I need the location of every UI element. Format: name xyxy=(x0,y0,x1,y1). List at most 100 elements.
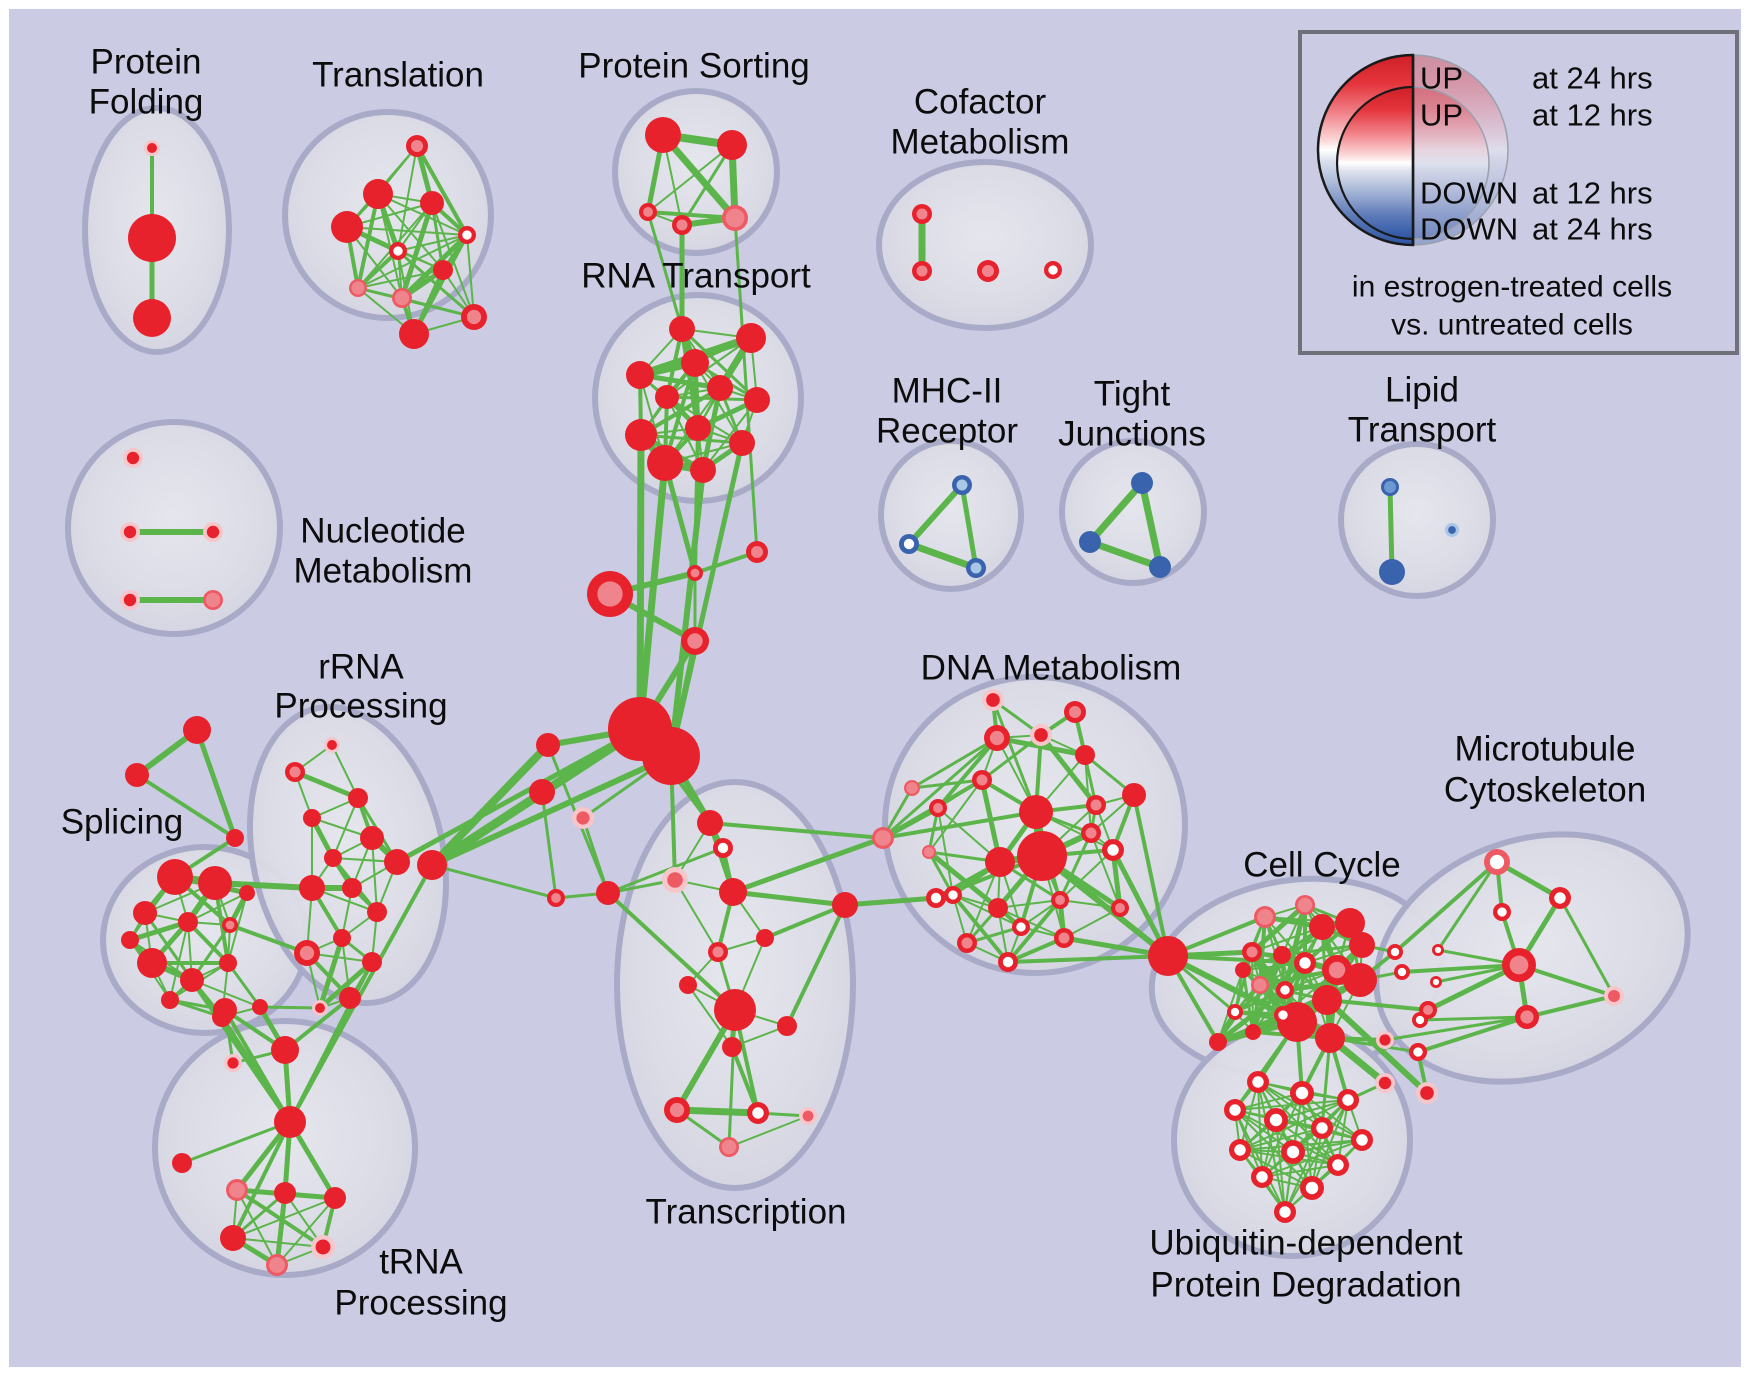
cluster-nucleotide-metabolism xyxy=(65,419,283,637)
edge xyxy=(1387,484,1395,575)
node-core-mt6 xyxy=(1432,978,1440,986)
node-core-dm15 xyxy=(923,846,935,858)
node-core-ub12 xyxy=(1305,1181,1319,1195)
node-core-cm1 xyxy=(1390,947,1400,957)
node-t7 xyxy=(274,1182,296,1204)
edge xyxy=(226,961,262,1009)
node-tx7 xyxy=(756,929,774,947)
node-core-cA xyxy=(690,568,700,578)
node-rt5 xyxy=(655,385,679,409)
edge xyxy=(397,234,468,252)
cluster-label-rrna-processing-line2: Processing xyxy=(274,687,447,726)
edge xyxy=(1325,998,1430,1012)
edge xyxy=(187,892,248,923)
cluster-label-tight-junctions-line1: Tight xyxy=(1094,375,1171,414)
node-dm17 xyxy=(988,898,1008,918)
node-core-dm23 xyxy=(1115,903,1125,913)
node-core-cD xyxy=(687,633,703,649)
edge xyxy=(135,773,237,840)
cluster-label-mhc-ii-receptor-line1: MHC-II xyxy=(892,372,1003,411)
node-core-ub13 xyxy=(1279,1206,1291,1218)
node-dmHub xyxy=(1148,936,1188,976)
cluster-label-dna-metabolism-line1: DNA Metabolism xyxy=(921,649,1182,688)
edge xyxy=(936,736,999,810)
node-core-r12 xyxy=(299,945,315,961)
node-s1 xyxy=(157,859,193,895)
node-core-cf1 xyxy=(916,208,928,220)
node-core-dm3 xyxy=(989,730,1005,746)
edge xyxy=(926,849,1001,911)
node-r13 xyxy=(362,952,382,972)
node-s6 xyxy=(137,948,167,978)
node-core-dm18 xyxy=(1055,895,1065,905)
node-core-cc16 xyxy=(1230,1007,1240,1017)
edge xyxy=(223,1008,292,1124)
node-tl4 xyxy=(331,211,363,243)
node-core-nu1 xyxy=(126,451,140,465)
cluster-label-protein-folding-line2: Folding xyxy=(89,83,204,122)
edge xyxy=(357,234,468,289)
edge xyxy=(673,1106,762,1117)
edge xyxy=(228,923,309,955)
edge xyxy=(1239,1149,1313,1189)
edge xyxy=(1090,832,1121,909)
node-tx10 xyxy=(714,989,756,1031)
cluster-label-cofactor-metabolism-line2: Metabolism xyxy=(891,123,1070,162)
edge xyxy=(429,753,674,868)
node-cc19 xyxy=(1235,962,1251,978)
edge xyxy=(1416,1015,1529,1054)
node-core-ps5 xyxy=(725,208,745,228)
node-core-mh3 xyxy=(970,562,982,574)
node-core-tx3 xyxy=(667,872,683,888)
edge xyxy=(1058,831,1093,902)
node-t2 xyxy=(271,1036,299,1064)
node-core-ps4 xyxy=(676,219,688,231)
node-core-mt4 xyxy=(1434,946,1442,954)
node-tx4 xyxy=(719,878,747,906)
edge xyxy=(937,807,954,896)
node-core-pf1 xyxy=(147,143,157,153)
node-core-dmW xyxy=(930,892,942,904)
edge xyxy=(1275,1119,1339,1166)
edge xyxy=(399,200,435,301)
node-cc7 xyxy=(1273,946,1291,964)
node-tx17 xyxy=(832,892,858,918)
node-r3 xyxy=(348,788,368,808)
node-core-tl1 xyxy=(410,139,424,153)
legend-note-line1: in estrogen-treated cells xyxy=(1352,271,1672,304)
edge xyxy=(1239,1081,1259,1151)
edge xyxy=(991,698,1038,814)
node-core-lt3 xyxy=(1448,526,1456,534)
node-s8 xyxy=(219,954,237,972)
edge xyxy=(1138,479,1164,571)
node-core-ub9 xyxy=(1286,1145,1300,1159)
node-core-ub7 xyxy=(1356,1134,1368,1146)
node-core-dm8 xyxy=(1090,799,1102,811)
node-core-cc12 xyxy=(1280,985,1290,995)
node-core-cm4 xyxy=(1379,1034,1391,1046)
edge xyxy=(1383,1015,1529,1042)
edge xyxy=(636,459,669,733)
node-core-tl9 xyxy=(394,290,410,306)
edge xyxy=(674,879,719,953)
node-core-ub5 xyxy=(1269,1113,1283,1127)
cluster-transcription xyxy=(614,779,856,1191)
node-core-t10 xyxy=(315,1239,331,1255)
edge xyxy=(1418,1015,1529,1022)
cluster-label-lipid-transport-line1: Lipid xyxy=(1385,371,1459,410)
node-r8 xyxy=(342,878,362,898)
edge xyxy=(332,797,359,859)
node-cc10 xyxy=(1343,963,1377,997)
node-core-cf2 xyxy=(916,265,928,277)
legend-time-3: at 12 hrs xyxy=(1532,176,1653,211)
edge xyxy=(1038,732,1099,808)
cluster-label-nucleotide-metabolism-line2: Metabolism xyxy=(294,552,473,591)
edge xyxy=(730,835,886,895)
node-tj3 xyxy=(1149,556,1171,578)
node-tl7 xyxy=(433,260,453,280)
cluster-label-rrna-processing-line1: rRNA xyxy=(318,648,404,687)
edge xyxy=(997,907,1065,939)
node-core-cn4 xyxy=(576,811,590,825)
node-r10 xyxy=(367,902,387,922)
